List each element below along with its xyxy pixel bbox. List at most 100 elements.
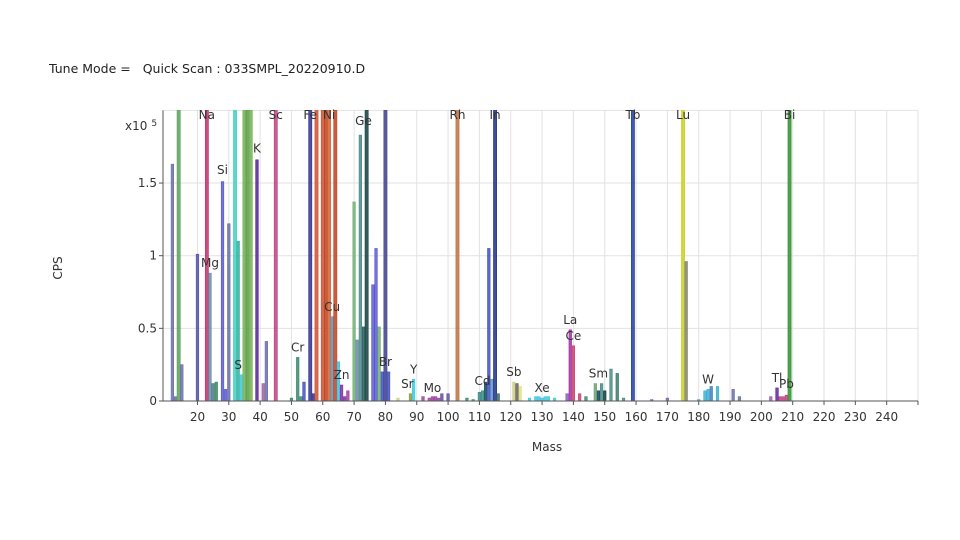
element-label: Lu bbox=[676, 108, 690, 122]
peak-bar-142 bbox=[578, 393, 582, 402]
peak-bar-186 bbox=[715, 386, 720, 402]
peak-bar-121 bbox=[512, 381, 516, 402]
peak-bar-144 bbox=[584, 396, 588, 402]
element-label: Tb bbox=[624, 108, 640, 122]
peak-bar-148 bbox=[596, 390, 601, 402]
peak-bar-33 bbox=[236, 240, 240, 402]
peak-bar-60 bbox=[320, 110, 325, 402]
peak-bar-203 bbox=[769, 396, 773, 402]
element-label: Ce bbox=[566, 329, 582, 343]
peak-bar-62 bbox=[327, 110, 331, 402]
x-tick-label: 160 bbox=[625, 410, 648, 424]
peak-bar-73 bbox=[361, 326, 366, 402]
x-tick-label: 130 bbox=[531, 410, 554, 424]
element-label: Xe bbox=[535, 381, 550, 395]
element-label: Sm bbox=[589, 367, 608, 381]
element-label: Si bbox=[217, 163, 228, 177]
y-tick-label: 0 bbox=[149, 394, 157, 408]
element-label: Cr bbox=[291, 341, 304, 355]
peak-bar-154 bbox=[615, 373, 619, 402]
x-tick-label: 30 bbox=[221, 410, 236, 424]
peak-bar-123 bbox=[518, 386, 522, 402]
x-tick-label: 190 bbox=[719, 410, 742, 424]
peak-bar-28 bbox=[220, 181, 225, 402]
element-label: Cu bbox=[324, 300, 340, 314]
peak-bar-54 bbox=[302, 381, 306, 402]
y-multiplier: x10 5 bbox=[125, 119, 157, 133]
peak-bar-184 bbox=[709, 386, 713, 402]
peak-bar-37 bbox=[248, 110, 253, 402]
peak-bar-175 bbox=[681, 110, 685, 402]
peak-bar-131 bbox=[543, 396, 547, 402]
y-tick-label: 0.5 bbox=[138, 321, 157, 335]
peak-bar-103 bbox=[455, 110, 460, 402]
peak-bar-193 bbox=[737, 396, 742, 402]
peak-bar-35 bbox=[242, 110, 247, 402]
element-label: Pb bbox=[779, 377, 794, 391]
x-tick-label: 140 bbox=[562, 410, 585, 424]
x-tick-label: 220 bbox=[813, 410, 836, 424]
y-tick-label: 1.5 bbox=[138, 176, 157, 190]
peak-bar-140 bbox=[571, 345, 575, 402]
peak-bar-14 bbox=[176, 110, 181, 402]
peak-bar-205 bbox=[775, 387, 779, 402]
peak-bar-76 bbox=[371, 284, 375, 402]
y-multiplier-base: x10 bbox=[125, 119, 147, 133]
peak-bar-191 bbox=[731, 389, 735, 402]
x-tick-label: 170 bbox=[656, 410, 679, 424]
scan-label: Quick Scan : 033SMPL_20220910.D bbox=[142, 61, 366, 76]
x-tick-label: 40 bbox=[252, 410, 267, 424]
element-label: Tl bbox=[771, 371, 783, 385]
peak-bar-74 bbox=[364, 110, 369, 402]
element-label: Zn bbox=[334, 368, 350, 382]
peak-bar-111 bbox=[480, 390, 485, 402]
peak-bar-24 bbox=[208, 272, 212, 402]
x-axis-label: Mass bbox=[532, 440, 562, 454]
peak-bar-26 bbox=[214, 381, 218, 402]
peak-bar-206 bbox=[778, 396, 782, 402]
peak-bar-132 bbox=[546, 396, 550, 402]
peak-bar-149 bbox=[599, 383, 604, 402]
peak-bar-147 bbox=[593, 383, 597, 402]
element-label: W bbox=[702, 372, 714, 386]
peak-bar-72 bbox=[358, 134, 362, 402]
peak-bar-56 bbox=[308, 110, 313, 402]
element-label: Cd bbox=[475, 374, 491, 388]
peak-bar-92 bbox=[421, 396, 425, 402]
x-tick-label: 240 bbox=[875, 410, 898, 424]
peak-bar-159 bbox=[631, 110, 635, 402]
element-label: Rh bbox=[450, 108, 466, 122]
x-tick-label: 200 bbox=[750, 410, 773, 424]
peak-bar-95 bbox=[430, 396, 435, 402]
peak-bar-79 bbox=[380, 371, 384, 402]
peak-bar-122 bbox=[515, 383, 519, 402]
peak-bar-129 bbox=[537, 396, 541, 402]
peak-bar-70 bbox=[352, 201, 356, 402]
y-tick-label: 1 bbox=[149, 249, 157, 263]
x-tick-label: 230 bbox=[844, 410, 867, 424]
peak-bar-15 bbox=[180, 364, 184, 402]
peak-bar-182 bbox=[703, 390, 707, 402]
peak-bar-63 bbox=[330, 316, 334, 402]
peak-bar-67 bbox=[343, 396, 347, 402]
x-tick-label: 210 bbox=[781, 410, 804, 424]
x-tick-label: 60 bbox=[315, 410, 330, 424]
y-multiplier-exp: 5 bbox=[151, 119, 157, 129]
element-label: Na bbox=[199, 108, 215, 122]
peak-bar-100 bbox=[446, 393, 450, 402]
element-label: La bbox=[563, 313, 577, 327]
peak-bar-66 bbox=[339, 384, 344, 402]
peak-bar-115 bbox=[493, 110, 497, 402]
peak-bar-29 bbox=[224, 389, 228, 402]
peak-bar-57 bbox=[311, 393, 315, 402]
element-label: Sr bbox=[401, 377, 414, 391]
peak-bar-61 bbox=[324, 110, 328, 402]
element-label: Ge bbox=[355, 114, 372, 128]
peak-bar-110 bbox=[477, 391, 482, 402]
peak-bar-183 bbox=[706, 389, 710, 402]
element-label: Ni bbox=[323, 108, 335, 122]
peak-bar-152 bbox=[609, 368, 613, 402]
element-label: S bbox=[234, 358, 242, 372]
